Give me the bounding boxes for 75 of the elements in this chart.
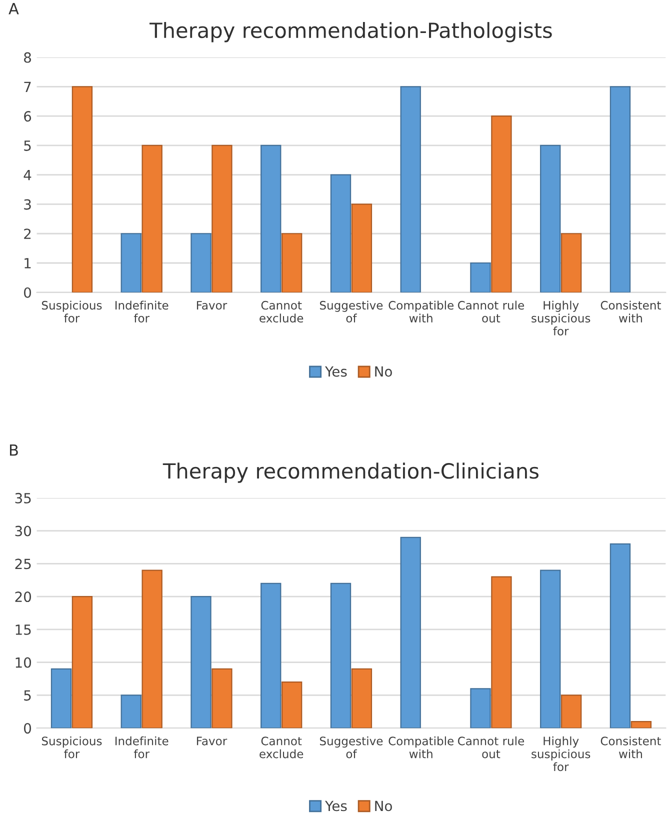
bar xyxy=(190,596,212,728)
bar xyxy=(330,582,352,728)
bar xyxy=(540,570,561,728)
x-tick-label: Favor xyxy=(196,736,228,746)
y-tick-label: 8 xyxy=(24,52,31,63)
x-tick-label: Compatible with xyxy=(388,300,454,322)
bar xyxy=(120,694,142,728)
y-tick-label: 2 xyxy=(24,228,31,239)
bar xyxy=(491,576,512,728)
y-tick-label: 3 xyxy=(24,199,31,210)
legend-label: Yes xyxy=(324,366,347,377)
y-tick-label: 0 xyxy=(24,723,32,734)
bar xyxy=(470,688,491,728)
bar xyxy=(260,582,282,728)
bar xyxy=(72,596,93,728)
bar xyxy=(330,174,352,292)
bar xyxy=(540,144,561,292)
x-tick-label: Highly suspicious for xyxy=(532,300,590,336)
y-tick-label: 15 xyxy=(16,624,31,635)
y-tick-label: 25 xyxy=(15,558,31,570)
y-tick-label: 5 xyxy=(24,140,31,151)
bar xyxy=(610,543,631,728)
x-tick-label: Suspicious for xyxy=(42,300,102,323)
text: A xyxy=(8,3,19,14)
legend-label: No xyxy=(375,800,392,812)
bar xyxy=(400,86,421,292)
bar xyxy=(351,668,372,728)
bar xyxy=(470,262,491,292)
chart-title: Therapy recommendation-Pathologists xyxy=(150,22,552,42)
x-tick-label: Consistent with xyxy=(600,736,661,758)
bar xyxy=(120,233,142,292)
bar xyxy=(560,233,582,292)
x-tick-label: Consistent with xyxy=(600,300,661,322)
bar xyxy=(491,116,512,292)
y-tick-label: 4 xyxy=(24,170,32,180)
x-tick-label: Indefinite for xyxy=(115,300,168,323)
bar xyxy=(142,144,162,292)
chart-title: Therapy recommendation-Clinicians xyxy=(162,462,538,483)
y-tick-label: 35 xyxy=(15,492,31,504)
bar xyxy=(212,668,232,728)
x-tick-label: Suggestive of xyxy=(320,300,383,323)
x-tick-label: Suspicious for xyxy=(42,736,102,758)
bar xyxy=(281,233,302,292)
y-tick-label: 0 xyxy=(24,287,32,298)
x-tick-label: Compatible with xyxy=(388,736,454,758)
bar xyxy=(72,86,93,292)
x-tick-label: Cannot rule out xyxy=(458,300,524,323)
y-tick-label: 7 xyxy=(24,82,31,92)
bar xyxy=(50,668,72,728)
y-tick-label: 1 xyxy=(24,258,31,268)
bar xyxy=(610,86,631,292)
bar xyxy=(260,144,282,292)
bar xyxy=(560,694,582,728)
y-tick-label: 6 xyxy=(24,111,32,122)
x-tick-label: Cannot rule out xyxy=(458,736,524,758)
text: B xyxy=(10,444,18,456)
legend-label: No xyxy=(375,366,392,377)
bar xyxy=(190,233,212,292)
y-tick-label: 30 xyxy=(15,526,32,536)
x-tick-label: Indefinite for xyxy=(115,736,168,758)
bar xyxy=(212,144,232,292)
bar xyxy=(281,682,302,728)
x-tick-label: Highly suspicious for xyxy=(532,736,590,772)
y-tick-label: 10 xyxy=(16,657,32,668)
x-tick-label: Cannot exclude xyxy=(260,300,304,323)
legend-label: Yes xyxy=(324,800,347,812)
y-tick-label: 5 xyxy=(24,690,31,701)
x-tick-label: Favor xyxy=(196,301,228,310)
bar xyxy=(630,720,652,728)
bar xyxy=(351,204,372,292)
bar xyxy=(142,570,162,728)
y-tick-label: 20 xyxy=(15,592,32,602)
x-tick-label: Cannot exclude xyxy=(260,736,304,758)
x-tick-label: Suggestive of xyxy=(320,736,383,758)
bar xyxy=(400,536,421,728)
